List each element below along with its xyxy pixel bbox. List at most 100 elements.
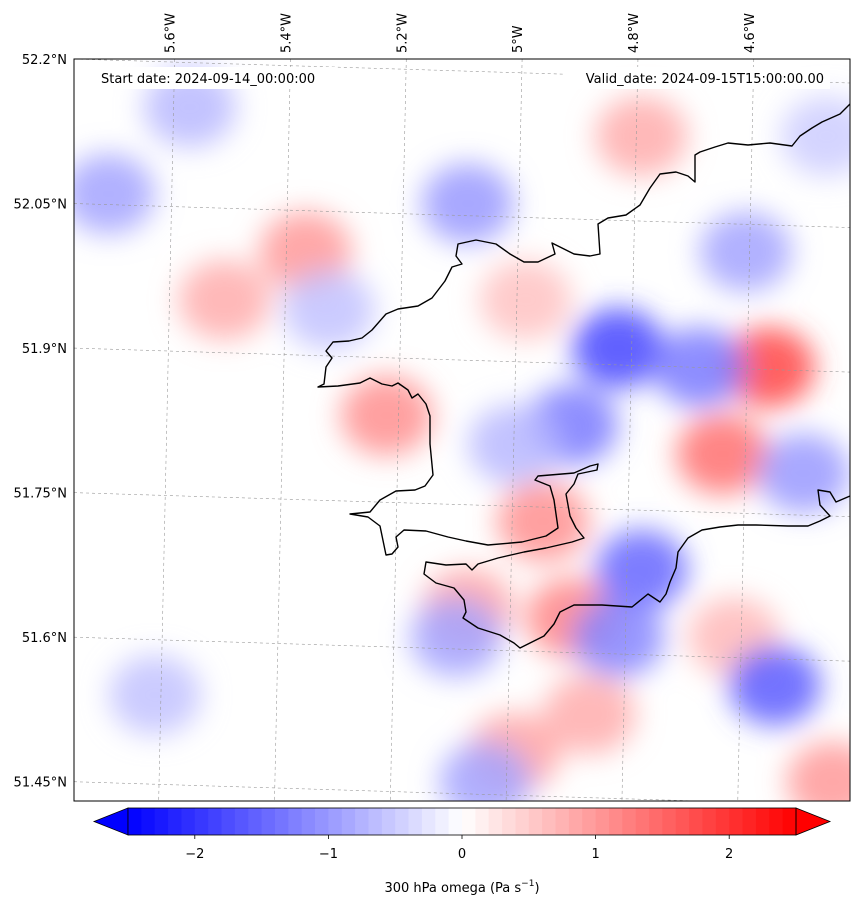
colorbar-tick-label: 2 [725, 847, 733, 862]
colorbar-band [355, 808, 369, 835]
colorbar-tick-label: −1 [319, 847, 338, 862]
map-panel: 5.6°W 5.4°W 5.2°W 5°W 4.8°W 4.6°W 52.2°N 52.05… [14, 13, 851, 802]
colorbar-band [582, 808, 596, 835]
colorbar-tick-label: −2 [185, 847, 204, 862]
lon-tick-label: 5.2°W [395, 13, 410, 53]
colorbar-band [649, 808, 663, 835]
lon-gridline [274, 59, 291, 801]
colorbar-band [462, 808, 476, 835]
colorbar-band [782, 808, 797, 835]
colorbar-band [128, 808, 142, 835]
lon-gridline [505, 59, 523, 801]
coastline [317, 103, 850, 649]
colorbar-band [662, 808, 677, 835]
colorbar-band [515, 808, 530, 835]
omega-cell [468, 404, 561, 485]
colorbar-band [381, 808, 396, 835]
colorbar-band [301, 808, 316, 835]
colorbar-band [341, 808, 356, 835]
colorbar-band [729, 808, 743, 835]
colorbar-band [395, 808, 409, 835]
omega-cell [595, 96, 688, 177]
omega-cell [178, 259, 271, 340]
colorbar-band [542, 808, 556, 835]
omega-cell [421, 163, 514, 244]
omega-cell [497, 481, 590, 562]
start-date-label: Start date: 2024-09-14_00:00:00 [101, 72, 315, 87]
omega-cell [572, 597, 665, 678]
omega-cell [676, 414, 769, 495]
colorbar-low-extension [92, 807, 129, 836]
start-date-box [95, 67, 335, 89]
omega-cell [543, 674, 636, 755]
omega-cell [340, 375, 433, 456]
colorbar-band [568, 808, 583, 835]
colorbar-band [502, 808, 516, 835]
lon-tick-label: 5.4°W [279, 13, 294, 53]
colorbar-band [675, 808, 690, 835]
lon-gridline [737, 59, 755, 801]
colorbar-band [702, 808, 717, 835]
colorbar-band [715, 808, 730, 835]
omega-cell [109, 655, 202, 735]
colorbar-band [368, 808, 383, 835]
colorbar-band [595, 808, 610, 835]
lat-tick-label: 52.05°N [14, 198, 67, 213]
lon-gridline [158, 59, 175, 801]
omega-cell [728, 645, 821, 726]
colorbar-band [635, 808, 650, 835]
valid-date-label: Valid_date: 2024-09-15T15:00:00.00 [586, 72, 824, 87]
omega-cell [74, 153, 155, 234]
omega-cell [780, 96, 850, 177]
lat-tick-label: 51.9°N [22, 342, 67, 357]
colorbar-band [181, 808, 196, 835]
lon-gridline [389, 59, 407, 801]
longitude-tick-labels: 5.6°W 5.4°W 5.2°W 5°W 4.8°W 4.6°W [164, 13, 758, 53]
lat-tick-label: 51.75°N [14, 487, 67, 502]
colorbar-band [328, 808, 343, 835]
colorbar-band [221, 808, 236, 835]
lat-tick-label: 51.45°N [14, 776, 67, 791]
colorbar-band [448, 808, 463, 835]
omega-cell [786, 741, 850, 801]
lon-tick-label: 4.6°W [743, 13, 758, 53]
colorbar-ticks: −2 −1 0 1 2 [185, 835, 733, 862]
omega-cell [699, 211, 792, 292]
lon-tick-label: 4.8°W [627, 13, 642, 53]
colorbar-tick-label: 1 [591, 847, 599, 862]
colorbar-band [755, 808, 770, 835]
colorbar-band [475, 808, 490, 835]
colorbar-band [315, 808, 329, 835]
lon-gridline [621, 59, 639, 801]
lat-tick-label: 52.2°N [22, 53, 67, 68]
omega-cell [572, 308, 665, 389]
colorbar-levels [128, 808, 797, 835]
gridlines [74, 59, 850, 801]
colorbar-band [234, 808, 249, 835]
omega-cell [722, 327, 815, 408]
colorbar-band [622, 808, 637, 835]
colorbar-band [274, 808, 289, 835]
omega-cell [757, 433, 850, 514]
omega-cell [410, 597, 503, 678]
lon-tick-label: 5°W [511, 25, 526, 53]
colorbar-band [555, 808, 570, 835]
colorbar-band [421, 808, 436, 835]
colorbar-tick-label: 0 [458, 847, 466, 862]
colorbar-label: 300 hPa omega (Pa s−1) [384, 879, 539, 896]
colorbar-band [689, 808, 703, 835]
colorbar-band [208, 808, 222, 835]
colorbar-band [408, 808, 423, 835]
colorbar-band [769, 808, 784, 835]
colorbar-band [528, 808, 543, 835]
omega-cell [439, 741, 532, 801]
valid-date-box [563, 67, 830, 89]
colorbar-band [248, 808, 262, 835]
omega-cell [479, 259, 572, 340]
colorbar-band [488, 808, 503, 835]
omega-cell [595, 529, 688, 610]
colorbar-band [141, 808, 156, 835]
colorbar: −2 −1 0 1 2 300 hPa omega (Pa s−1) [92, 807, 832, 896]
colorbar-band [608, 808, 623, 835]
